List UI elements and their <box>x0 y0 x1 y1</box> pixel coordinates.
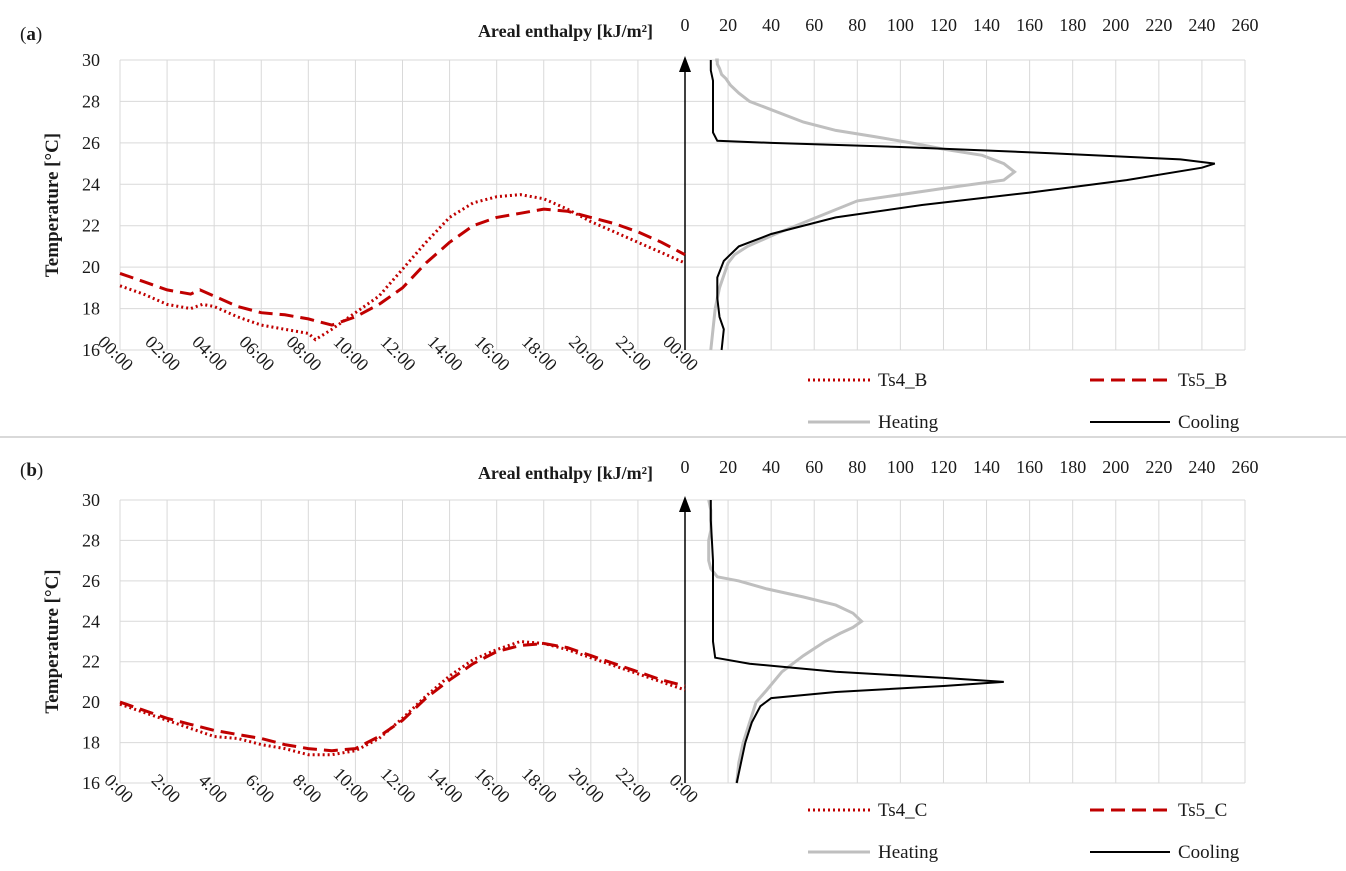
enthalpy-tick-label: 140 <box>973 15 1000 35</box>
x-tick-label: 12:00 <box>377 332 420 375</box>
legend-label: Ts5_B <box>1178 370 1227 391</box>
x-tick-label: 18:00 <box>518 764 561 807</box>
x-tick-label: 22:00 <box>612 764 655 807</box>
enthalpy-axis-title: Areal enthalpy [kJ/m²] <box>478 463 653 483</box>
x-tick-label: 20:00 <box>565 332 608 375</box>
enthalpy-axis-arrow <box>679 496 691 512</box>
y-axis-label: Temperature [°C] <box>42 569 63 713</box>
enthalpy-tick-label: 220 <box>1145 457 1172 477</box>
enthalpy-tick-label: 180 <box>1059 457 1086 477</box>
enthalpy-tick-label: 260 <box>1232 457 1259 477</box>
y-tick-label: 30 <box>82 490 100 510</box>
enthalpy-tick-label: 0 <box>681 15 690 35</box>
x-tick-label: 22:00 <box>612 332 655 375</box>
enthalpy-tick-label: 160 <box>1016 15 1043 35</box>
legend-label: Heating <box>878 842 939 863</box>
y-tick-label: 20 <box>82 257 100 277</box>
x-tick-label: 10:00 <box>330 764 373 807</box>
enthalpy-tick-label: 160 <box>1016 457 1043 477</box>
enthalpy-tick-label: 0 <box>681 457 690 477</box>
enthalpy-tick-label: 200 <box>1102 15 1129 35</box>
chart-panel-b: 30 28 26 24 22 20 18 16 0:00 2:00 4:00 6:00 8:00 10:0… <box>0 438 1346 866</box>
y-tick-label: 28 <box>82 530 100 550</box>
enthalpy-tick-label: 100 <box>887 15 914 35</box>
enthalpy-tick-label: 80 <box>848 457 866 477</box>
enthalpy-tick-label: 40 <box>762 457 780 477</box>
x-tick-label: 16:00 <box>471 764 514 807</box>
x-tick-label: 14:00 <box>424 332 467 375</box>
legend-label: Ts4_B <box>878 370 927 391</box>
x-tick-label: 04:00 <box>188 332 231 375</box>
x-tick-label: 6:00 <box>242 770 279 807</box>
series-line-heating <box>707 499 864 784</box>
enthalpy-tick-label: 60 <box>805 457 823 477</box>
x-tick-label: 8:00 <box>289 770 326 807</box>
panel-label: (a) <box>20 24 42 45</box>
enthalpy-tick-label: 120 <box>930 15 957 35</box>
enthalpy-tick-label: 100 <box>887 457 914 477</box>
y-tick-label: 22 <box>82 652 100 672</box>
y-tick-label: 30 <box>82 50 100 70</box>
enthalpy-tick-label: 220 <box>1145 15 1172 35</box>
x-tick-label: 16:00 <box>471 332 514 375</box>
enthalpy-tick-label: 200 <box>1102 457 1129 477</box>
enthalpy-tick-label: 40 <box>762 15 780 35</box>
panel-label: (b) <box>20 460 43 481</box>
enthalpy-tick-label: 260 <box>1232 15 1259 35</box>
x-tick-label: 14:00 <box>424 764 467 807</box>
x-tick-label: 00:00 <box>94 332 137 375</box>
x-tick-label: 10:00 <box>330 332 373 375</box>
enthalpy-tick-label: 20 <box>719 15 737 35</box>
y-tick-label: 24 <box>82 611 100 631</box>
legend-label: Ts4_C <box>878 800 927 821</box>
x-tick-label: 0:00 <box>101 770 138 807</box>
y-tick-label: 16 <box>82 340 100 360</box>
x-tick-label: 06:00 <box>235 332 278 375</box>
y-axis-label: Temperature [°C] <box>42 133 63 277</box>
enthalpy-tick-label: 240 <box>1188 15 1215 35</box>
series-line-cooling <box>709 500 1004 784</box>
y-tick-label: 26 <box>82 571 100 591</box>
chart-panel-a: 30 28 26 24 22 20 18 16 00:00 02:00 04:00 06:00 08:0… <box>20 15 1259 433</box>
enthalpy-axis-arrow <box>679 56 691 72</box>
panel-divider <box>0 436 1346 438</box>
series-line-heating <box>709 58 1017 351</box>
y-tick-label: 26 <box>82 133 100 153</box>
x-tick-label: 02:00 <box>141 332 184 375</box>
legend-label: Cooling <box>1178 842 1240 863</box>
y-tick-label: 18 <box>82 733 100 753</box>
x-tick-label: 12:00 <box>377 764 420 807</box>
x-tick-label: 2:00 <box>148 770 185 807</box>
y-tick-label: 22 <box>82 216 100 236</box>
legend-label: Ts5_C <box>1178 800 1227 821</box>
enthalpy-tick-label: 140 <box>973 457 1000 477</box>
x-tick-label: 00:00 <box>659 332 702 375</box>
x-tick-label: 18:00 <box>518 332 561 375</box>
y-tick-label: 20 <box>82 692 100 712</box>
enthalpy-tick-label: 80 <box>848 15 866 35</box>
y-tick-label: 16 <box>82 773 100 793</box>
y-tick-label: 24 <box>82 174 100 194</box>
enthalpy-tick-label: 20 <box>719 457 737 477</box>
x-tick-label: 20:00 <box>565 764 608 807</box>
enthalpy-tick-label: 240 <box>1188 457 1215 477</box>
series-line-cooling <box>709 60 1216 351</box>
x-tick-label: 0:00 <box>666 770 703 807</box>
y-tick-label: 18 <box>82 299 100 319</box>
enthalpy-tick-label: 120 <box>930 457 957 477</box>
series-line-ts5_c <box>119 641 686 753</box>
y-tick-label: 28 <box>82 91 100 111</box>
legend-label: Cooling <box>1178 412 1240 433</box>
series-line-ts5_b <box>119 207 686 327</box>
enthalpy-tick-label: 180 <box>1059 15 1086 35</box>
series-line-ts4_b <box>119 193 686 342</box>
legend-label: Heating <box>878 412 939 433</box>
enthalpy-tick-label: 60 <box>805 15 823 35</box>
enthalpy-axis-title: Areal enthalpy [kJ/m²] <box>478 21 653 41</box>
x-tick-label: 4:00 <box>195 770 232 807</box>
